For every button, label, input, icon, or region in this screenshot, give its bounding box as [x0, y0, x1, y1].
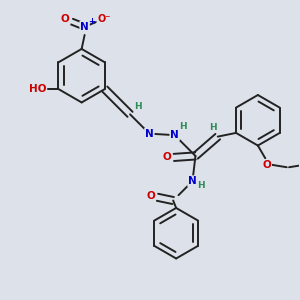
Text: O: O	[61, 14, 70, 24]
Text: O⁻: O⁻	[97, 14, 111, 24]
Text: O: O	[262, 160, 271, 170]
Text: H: H	[197, 181, 205, 190]
Text: N: N	[188, 176, 197, 186]
Text: HO: HO	[29, 84, 46, 94]
Text: H: H	[135, 102, 142, 111]
Text: N: N	[145, 129, 154, 139]
Text: O: O	[146, 191, 155, 201]
Text: +: +	[88, 17, 95, 26]
Text: O: O	[163, 152, 172, 162]
Text: H: H	[209, 123, 217, 132]
Text: N: N	[170, 130, 179, 140]
Text: H: H	[179, 122, 187, 131]
Text: N: N	[80, 22, 89, 32]
